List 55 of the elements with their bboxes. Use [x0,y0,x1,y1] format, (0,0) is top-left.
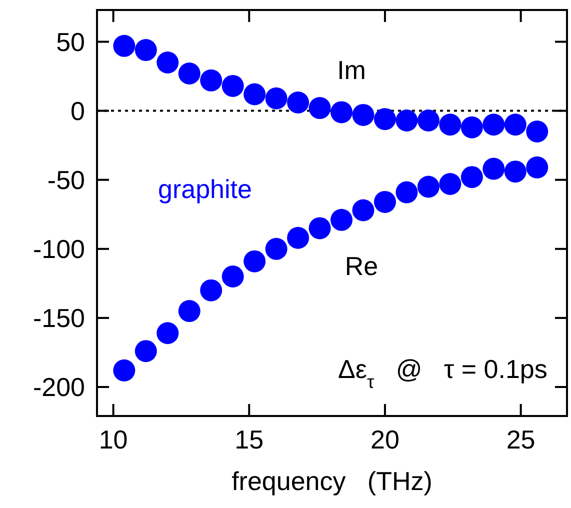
y-tick-label: -150 [32,303,85,334]
point [504,160,526,183]
annotation: graphite [158,174,252,204]
point [374,190,396,213]
point [113,359,136,382]
point [287,92,310,114]
x-tick-label: 25 [506,424,536,454]
point [308,97,331,120]
point [396,181,418,204]
point [244,83,266,106]
point [417,109,440,132]
point [222,74,244,97]
point [200,279,222,302]
annotation: Δε$_{τ}$ @ τ = 0.1ps [338,354,548,392]
point [265,238,288,260]
x-tick-label: 10 [98,424,128,454]
y-tick-label: 50 [56,26,85,57]
point [396,109,418,132]
point [156,322,179,344]
point [439,173,462,195]
point [200,69,222,92]
series-label: Re [344,250,378,281]
x-tick-label: 15 [234,424,264,454]
point [330,101,353,124]
point [526,120,548,143]
point [134,39,157,62]
point [482,114,505,136]
point [113,34,136,57]
x-tick-label: 20 [370,424,400,454]
point [178,62,200,85]
point [287,226,310,249]
point [374,108,396,130]
point [178,300,200,322]
point [482,158,505,180]
y-tick-label: -50 [47,165,85,196]
point [439,114,462,136]
y-tick-label: -100 [32,234,85,264]
point [308,217,331,240]
point [526,156,548,178]
point [417,176,440,198]
point [460,166,483,188]
point [156,51,179,74]
point [352,199,374,222]
y-tick-label: 0 [70,96,85,126]
point [244,250,266,272]
y-tick-label: -200 [32,372,85,402]
point [504,114,526,136]
point [265,87,288,110]
point [460,116,483,138]
point [330,208,353,231]
series-label: Im [337,55,366,86]
point [352,104,374,126]
point [222,266,244,288]
x-axis-title: frequency (THz) [232,466,432,496]
point [134,340,157,362]
